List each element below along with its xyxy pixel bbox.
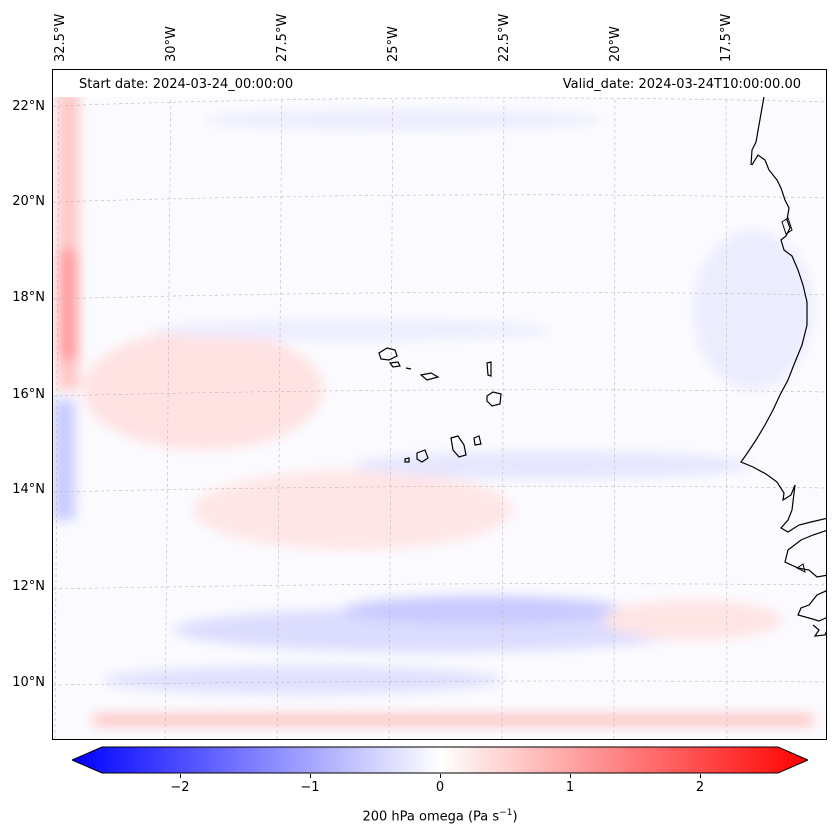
negative-omega-region — [343, 596, 623, 624]
africa-coastline — [740, 96, 826, 637]
header-strip — [53, 70, 826, 97]
colorbar — [70, 746, 810, 774]
colorbar-tick-label: 0 — [435, 780, 445, 795]
colorbar-tick-label: 2 — [695, 780, 705, 795]
colorbar-tick-label: −1 — [300, 780, 320, 795]
positive-omega-region — [83, 330, 323, 450]
colorbar-bar — [70, 746, 810, 774]
coastal-islet — [796, 563, 806, 573]
positive-omega-region — [603, 600, 783, 640]
start-date-label: Start date: 2024-03-24_00:00:00 — [79, 77, 294, 92]
cape-verde-islands — [378, 347, 502, 463]
island-santo-antao — [378, 347, 398, 361]
colorbar-tick-mark — [700, 774, 701, 778]
lat-label-14n: 14°N — [12, 482, 45, 497]
positive-omega-region — [59, 250, 77, 360]
lon-label-27-5w: 27.5°W — [275, 13, 290, 62]
lat-label-10n: 10°N — [12, 675, 45, 690]
island-fogo — [416, 449, 429, 463]
negative-omega-region — [53, 400, 75, 520]
island-maio — [473, 435, 482, 446]
valid-date-label: Valid_date: 2024-03-24T10:00:00.00 — [562, 77, 801, 92]
lon-label-22-5w: 22.5°W — [497, 13, 512, 62]
lon-label-20w: 20°W — [608, 26, 623, 62]
lon-gridline — [388, 70, 394, 739]
colorbar-label-exp: −1 — [499, 808, 513, 818]
lon-gridline — [164, 70, 172, 739]
coastal-islet — [781, 217, 793, 235]
lon-gridline — [54, 70, 60, 739]
lat-label-12n: 12°N — [12, 579, 45, 594]
positive-omega-region — [193, 470, 513, 550]
graticule — [53, 70, 826, 739]
colorbar-gradient — [70, 746, 810, 774]
colorbar-label: 200 hPa omega (Pa s−1) — [0, 808, 837, 824]
island-brava — [404, 457, 410, 463]
negative-omega-region — [693, 230, 813, 390]
lat-label-20n: 20°N — [12, 194, 45, 209]
island-boa-vista — [486, 391, 502, 407]
lat-label-22n: 22°N — [12, 99, 45, 114]
island-sao-nicolau — [419, 372, 440, 381]
island-sal — [486, 361, 492, 377]
negative-omega-region — [353, 451, 753, 479]
colorbar-tick-mark — [310, 774, 311, 778]
lat-label-16n: 16°N — [12, 387, 45, 402]
positive-omega-region — [93, 714, 813, 726]
colorbar-label-close: ) — [512, 809, 518, 825]
colorbar-tick-label: 1 — [565, 780, 575, 795]
lat-label-18n: 18°N — [12, 290, 45, 305]
colorbar-label-main: 200 hPa omega (Pa s — [362, 809, 500, 825]
island-sao-vicente — [388, 361, 401, 368]
lon-gridline — [276, 70, 283, 739]
lon-label-17-5w: 17.5°W — [719, 13, 734, 62]
colorbar-tick-mark — [440, 774, 441, 778]
colorbar-tick-label: −2 — [170, 780, 190, 795]
lon-gridline — [501, 70, 505, 739]
omega-shading — [53, 90, 813, 726]
lon-label-30w: 30°W — [164, 26, 179, 62]
lon-gridline — [725, 70, 728, 739]
lon-gridline — [613, 70, 616, 739]
island-santiago — [450, 435, 467, 458]
island-santa-luzia — [405, 367, 412, 370]
lon-label-25w: 25°W — [386, 26, 401, 62]
omega-field-map — [53, 70, 826, 739]
colorbar-tick-mark — [570, 774, 571, 778]
lon-label-32-5w: 32.5°W — [53, 13, 68, 62]
colorbar-tick-mark — [180, 774, 181, 778]
map-panel — [52, 69, 827, 740]
negative-omega-region — [203, 110, 603, 130]
negative-omega-region — [153, 320, 553, 340]
negative-omega-region — [103, 666, 503, 694]
